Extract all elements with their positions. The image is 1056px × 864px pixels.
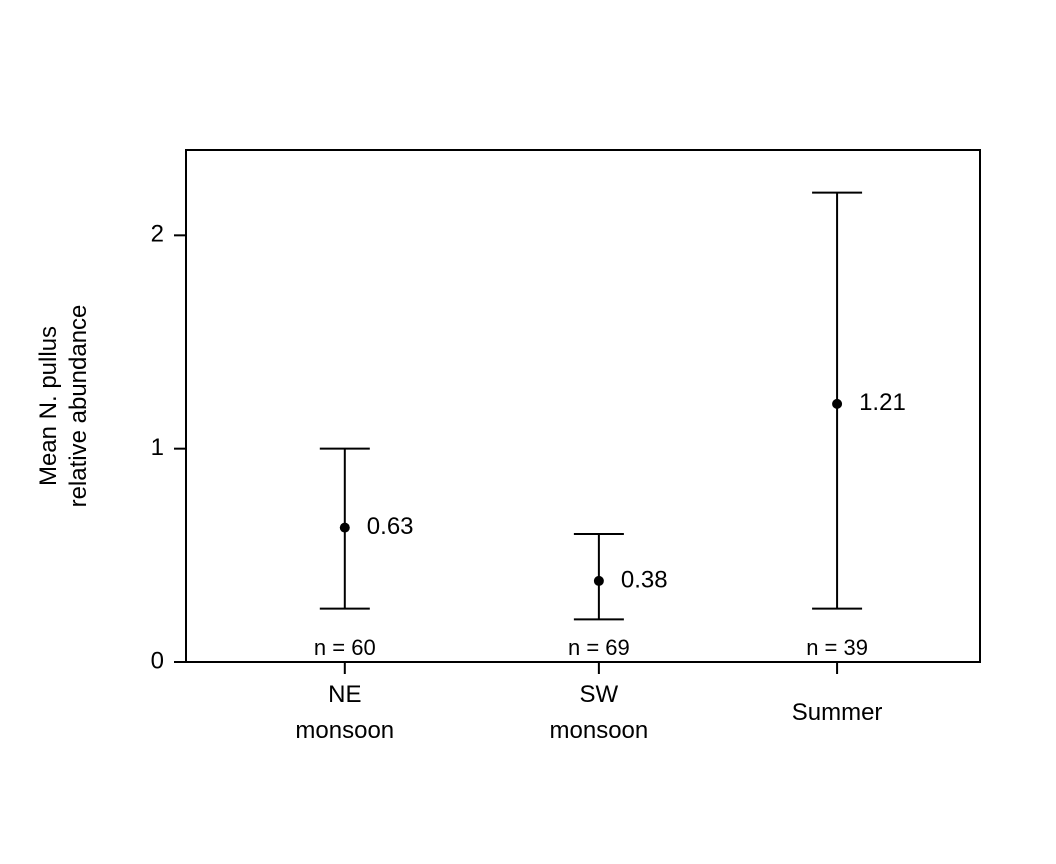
x-tick-label-line1: NE — [328, 681, 361, 708]
x-tick-label-line1: SW — [580, 681, 619, 708]
chart-svg: 0 1 2 Mean N. pullusrelative abundance NE mon… — [0, 0, 1056, 864]
x-tick-label-line2: Summer — [792, 699, 883, 726]
y-tick-label: 2 — [151, 221, 164, 248]
data-point — [340, 523, 350, 533]
y-axis-label-line1: Mean N. pullus — [35, 326, 62, 486]
mean-label: 0.63 — [367, 513, 414, 540]
data-point — [832, 399, 842, 409]
y-tick-label: 1 — [151, 434, 164, 461]
x-tick-label-line2: monsoon — [295, 717, 394, 744]
y-axis-label: Mean N. pullusrelative abundance — [35, 305, 92, 508]
data-point — [594, 576, 604, 586]
y-axis-label-line2: relative abundance — [65, 305, 92, 508]
mean-label: 0.38 — [621, 566, 668, 593]
x-tick-label-line2: monsoon — [550, 717, 649, 744]
n-label: n = 60 — [314, 635, 376, 660]
n-label: n = 69 — [568, 635, 630, 660]
y-tick-label: 0 — [151, 647, 164, 674]
n-label: n = 39 — [806, 635, 868, 660]
mean-label: 1.21 — [859, 389, 906, 416]
